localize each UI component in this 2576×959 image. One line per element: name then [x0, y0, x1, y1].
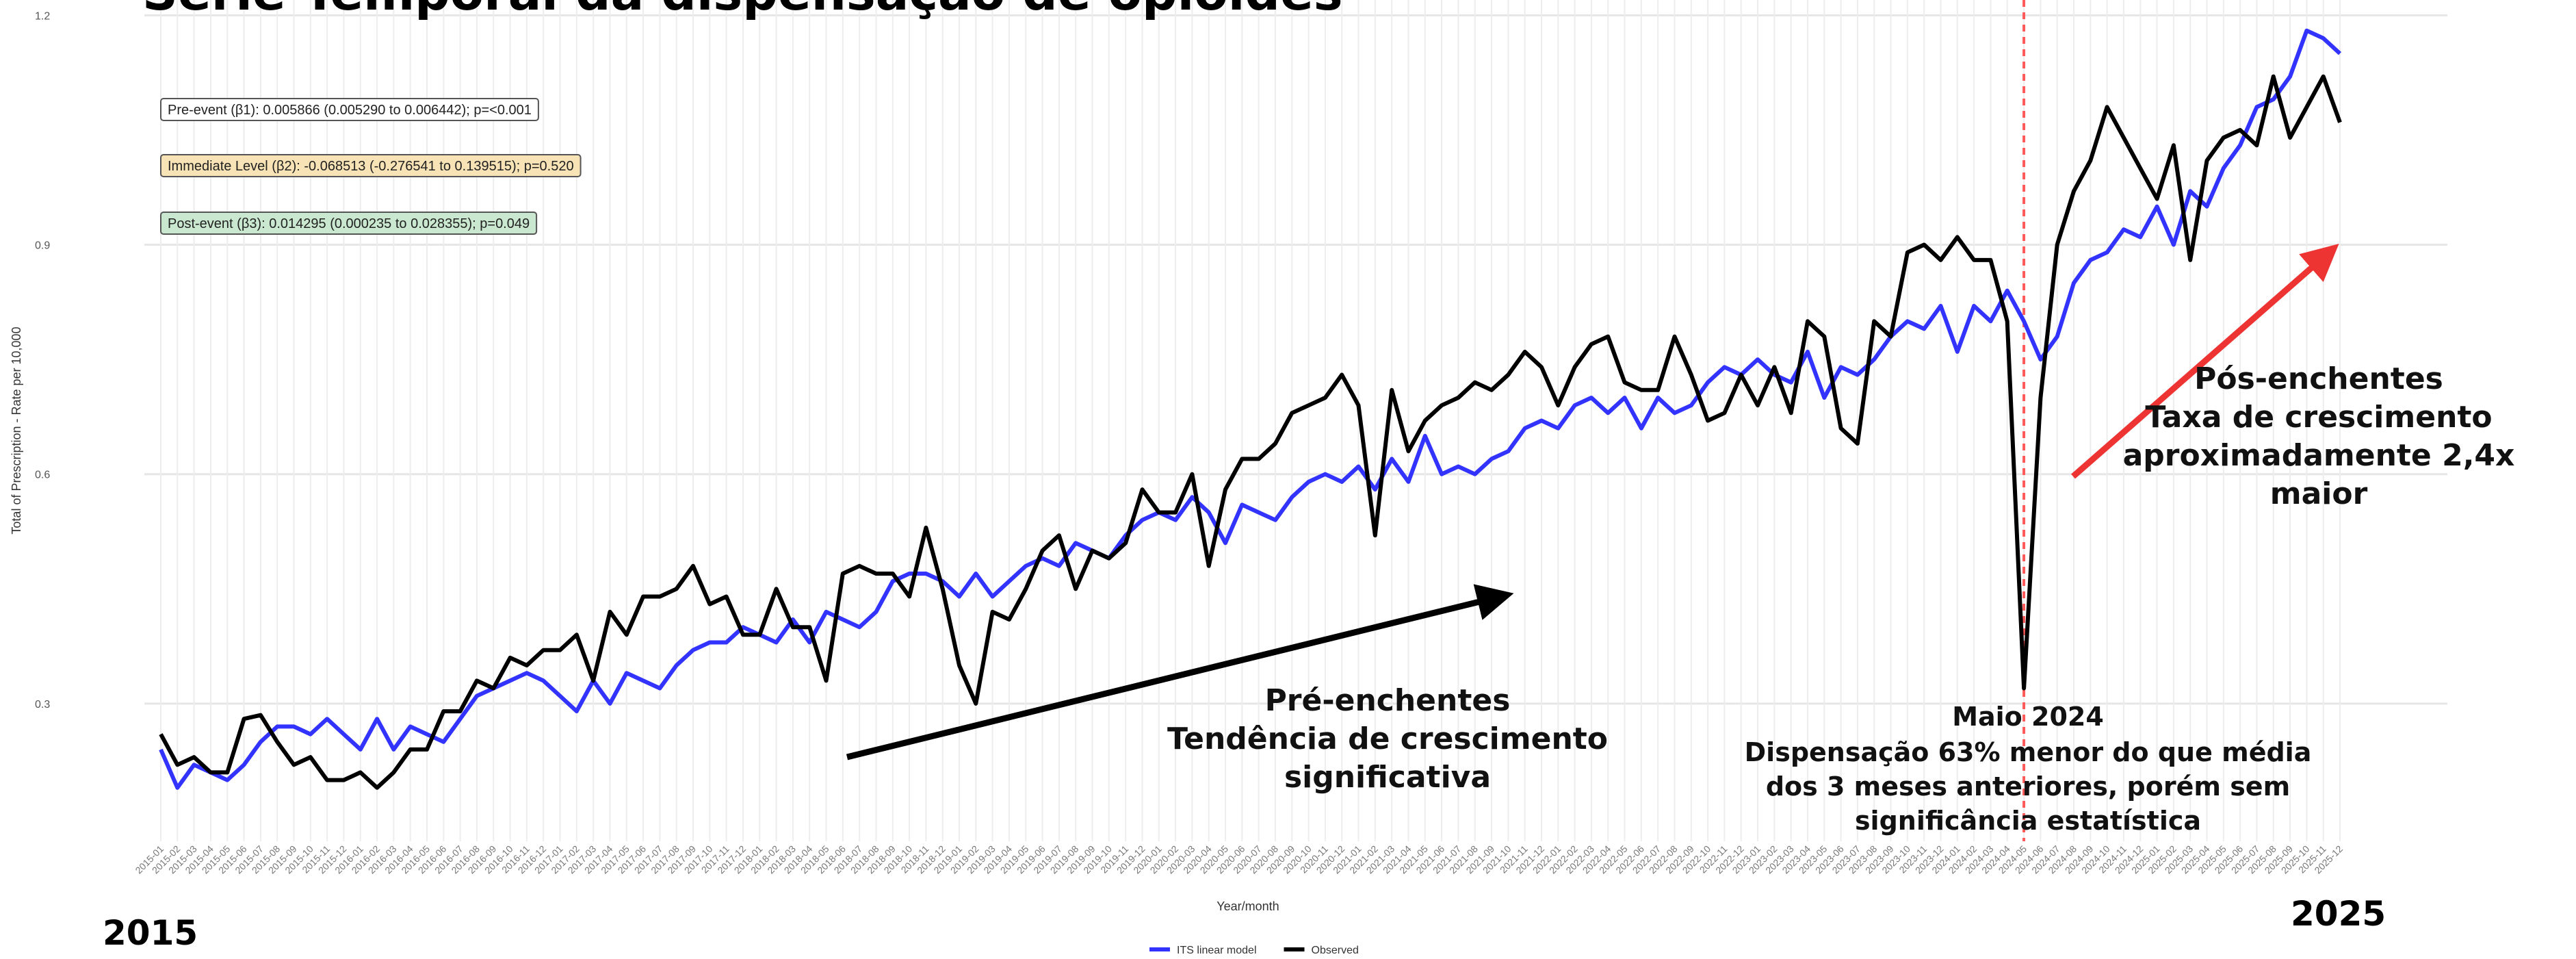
annotation-line: aproximadamente 2,4x [2123, 438, 2515, 473]
y-tick-label: 1.2 [35, 10, 50, 22]
annotation-line: Pré-enchentes [1265, 683, 1511, 718]
data-layer [159, 28, 2342, 790]
annotation-line: dos 3 meses anteriores, porém sem [1766, 771, 2290, 802]
stat-box: Immediate Level (β2): -0.068513 (-0.2765… [160, 154, 582, 177]
y-tick-label: 0.6 [35, 470, 50, 481]
x-axis-title: Year/month [1217, 899, 1279, 913]
stat-box-bg [160, 212, 538, 235]
legend-label: ITS linear model [1177, 945, 1257, 956]
annotation-line: Taxa de crescimento [2145, 400, 2492, 435]
y-tick-label: 0.3 [35, 699, 50, 711]
annotation-line: Tendência de crescimento [1167, 721, 1608, 756]
stat-box-bg [160, 98, 539, 121]
chart-title: Série Temporal da dispensação de opioide… [142, 0, 1343, 21]
stat-box-text: Pre-event (β1): 0.005866 (0.005290 to 0.… [168, 103, 532, 118]
pre-trend-arrow [846, 584, 1514, 760]
annotation-line: Maio 2024 [1952, 702, 2104, 732]
annotation-line: maior [2270, 476, 2368, 511]
post-trend-arrow [2071, 244, 2339, 479]
stat-box: Post-event (β3): 0.014295 (0.000235 to 0… [160, 212, 538, 235]
period-start-label: 2015 [103, 913, 198, 953]
grid-layer [144, 0, 2447, 841]
series-line [159, 28, 2342, 790]
y-axis-title: Total of Prescription - Rate per 10,000 [10, 327, 23, 534]
stat-box-text: Immediate Level (β2): -0.068513 (-0.2765… [168, 159, 574, 174]
legend-label: Observed [1312, 945, 1359, 956]
stat-box-text: Post-event (β3): 0.014295 (0.000235 to 0… [168, 216, 530, 231]
stat-box: Pre-event (β1): 0.005866 (0.005290 to 0.… [160, 98, 539, 121]
annotation-line: significativa [1284, 760, 1491, 795]
y-tick-label: 0.9 [35, 240, 50, 252]
series-line [159, 74, 2342, 790]
stat-box-bg [160, 154, 582, 177]
period-end-label: 2025 [2291, 894, 2386, 934]
annotation-line: Pós-enchentes [2194, 361, 2443, 396]
annotation-line: Dispensação 63% menor do que média [1745, 737, 2312, 767]
annotation-line: significância estatística [1855, 806, 2201, 836]
